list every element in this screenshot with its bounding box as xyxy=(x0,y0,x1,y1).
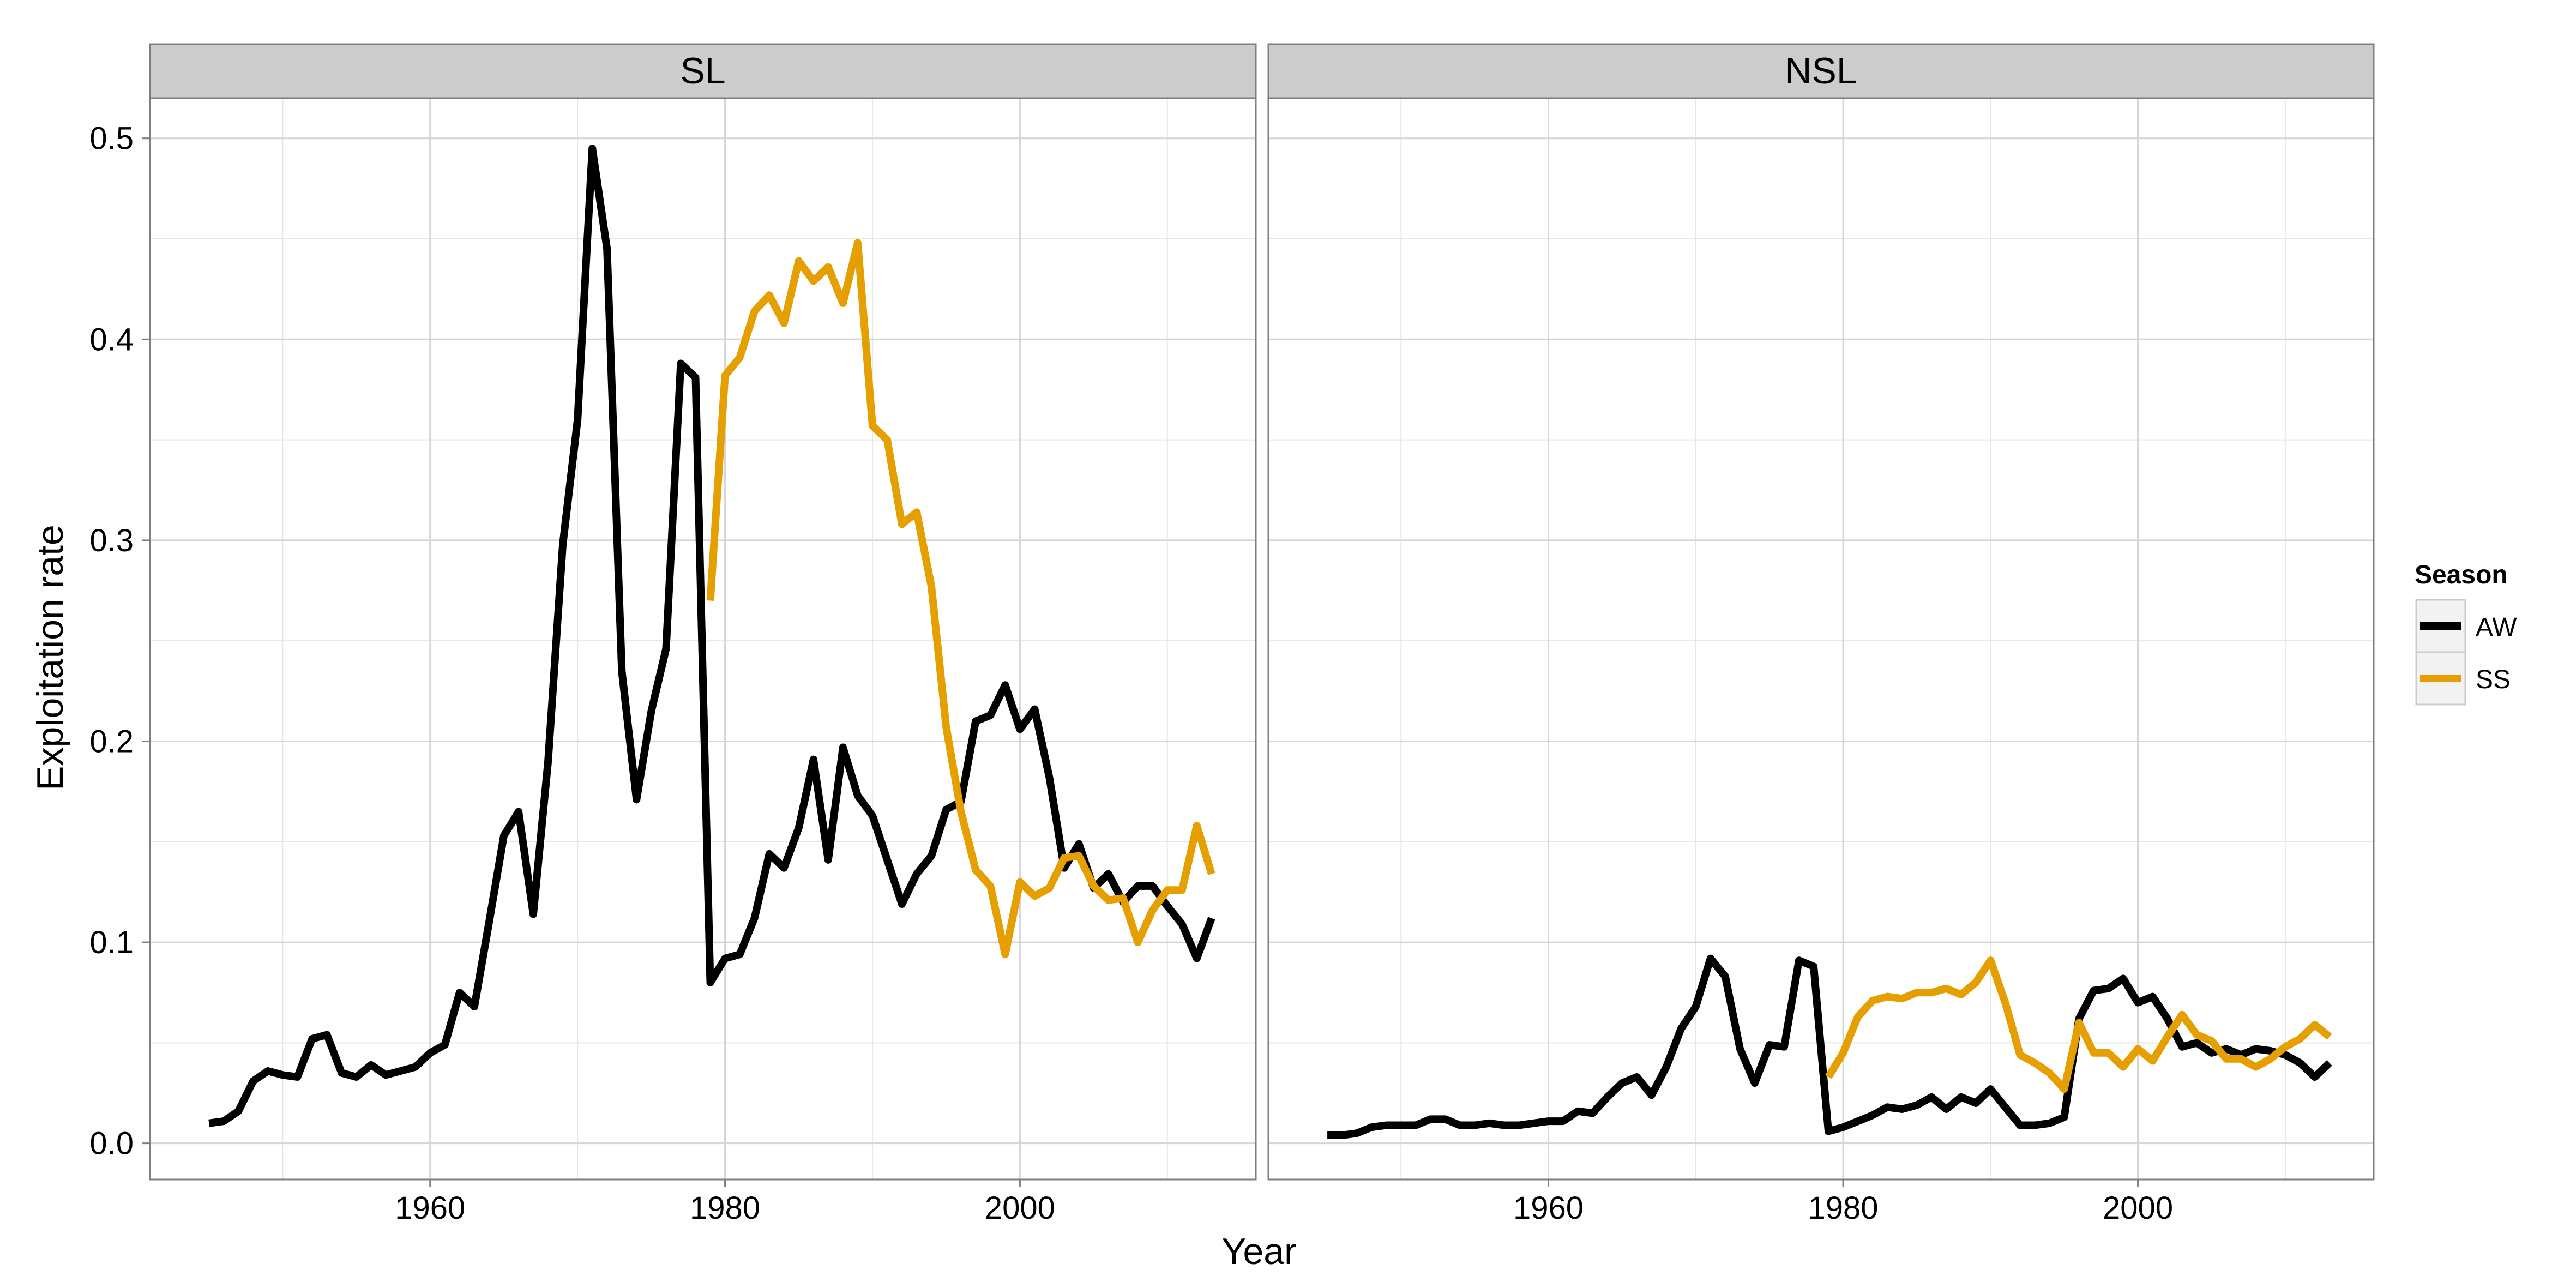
x-tick-label: 1980 xyxy=(690,1190,760,1226)
facet-strip-label: NSL xyxy=(1785,50,1857,92)
series-line-ss xyxy=(706,239,1215,959)
y-tick-label: 0.2 xyxy=(89,724,134,759)
legend-item-label: SS xyxy=(2476,665,2511,694)
series-line-ss xyxy=(1825,956,2332,1093)
panel-nsl: NSL xyxy=(1267,43,2375,1181)
panels-layer: SL NSL xyxy=(149,43,2375,1181)
x-axis-title: Year xyxy=(1221,1231,1296,1272)
axes-layer: 1960 1980 2000 0.0 0.1 0.2 0.3 0.4 0.5 1960 1980 20… xyxy=(89,121,2173,1226)
panel-border xyxy=(149,97,1257,1181)
x-tick-label: 1960 xyxy=(1513,1190,1584,1226)
facet-strip xyxy=(149,43,1257,99)
series-line-aw xyxy=(208,145,1215,1127)
y-axis-title: Exploitation rate xyxy=(29,525,71,791)
facet-strip xyxy=(1267,43,2375,99)
panel-border xyxy=(1267,97,2375,1181)
legend: Season AW SS xyxy=(2415,561,2517,706)
legend-item-label: AW xyxy=(2476,613,2517,642)
y-tick-label: 0.5 xyxy=(89,121,134,157)
x-tick-label: 1980 xyxy=(1808,1190,1879,1226)
plot-background xyxy=(1268,98,2374,1179)
x-tick-label: 2000 xyxy=(2103,1190,2173,1226)
legend-item-ss: SS xyxy=(2415,651,2511,706)
legend-items: AW SS xyxy=(2415,599,2517,706)
y-tick-label: 0.1 xyxy=(89,925,134,960)
x-tick-label: 2000 xyxy=(985,1190,1055,1226)
y-tick-label: 0.3 xyxy=(89,523,134,558)
series-line-aw xyxy=(1327,954,2332,1139)
facet-strip-label: SL xyxy=(680,50,725,92)
y-tick-label: 0.4 xyxy=(89,322,134,357)
y-tick-label: 0.0 xyxy=(89,1126,134,1161)
legend-item-aw: AW xyxy=(2415,599,2517,653)
x-tick-label: 1960 xyxy=(395,1190,465,1226)
legend-title: Season xyxy=(2415,561,2508,589)
panel-sl: SL xyxy=(149,43,1257,1181)
